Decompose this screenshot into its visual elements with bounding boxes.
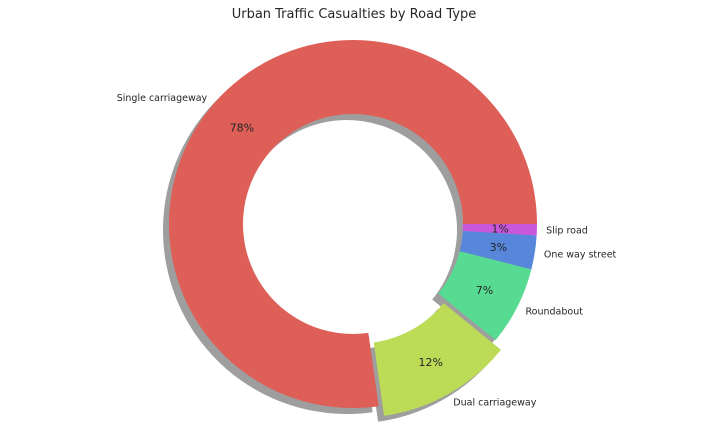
- percent-label-single-carriageway: 78%: [230, 121, 254, 134]
- percent-label-one-way-street: 3%: [490, 241, 507, 254]
- chart-title: Urban Traffic Casualties by Road Type: [232, 7, 477, 22]
- slice-dual-carriageway: [373, 303, 501, 416]
- slice-slip-road: [462, 224, 537, 236]
- slice-layer: [169, 39, 537, 416]
- slice-label-roundabout: Roundabout: [526, 306, 584, 317]
- slice-single-carriageway: [169, 39, 537, 408]
- percent-label-slip-road: 1%: [491, 223, 508, 236]
- percent-label-dual-carriageway: 12%: [418, 356, 442, 369]
- slice-label-one-way-street: One way street: [544, 249, 617, 260]
- slice-one-way-street: [459, 230, 537, 270]
- slice-label-single-carriageway: Single carriageway: [117, 93, 208, 104]
- slice-label-slip-road: Slip road: [546, 226, 588, 237]
- percent-label-roundabout: 7%: [476, 284, 493, 297]
- slice-label-dual-carriageway: Dual carriageway: [453, 397, 536, 408]
- label-layer: Single carriageway 78% Dual carriageway 12%…: [117, 93, 617, 409]
- slice-roundabout: [438, 251, 532, 341]
